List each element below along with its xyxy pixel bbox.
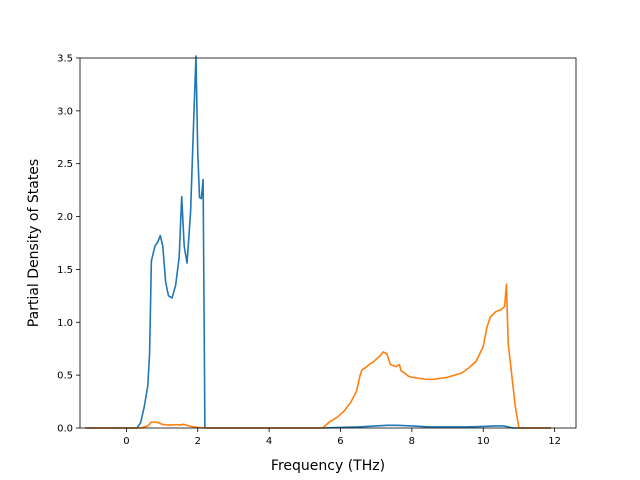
y-tick-label: 3.5 [57, 54, 73, 65]
axes-frame [79, 57, 577, 429]
x-tick-label: 4 [266, 436, 272, 447]
series-line-2 [85, 283, 552, 429]
y-tick-label: 2.5 [57, 159, 73, 170]
x-tick-label: 2 [195, 436, 201, 447]
series-line-1 [85, 55, 552, 429]
x-tick-label: 10 [477, 436, 490, 447]
x-axis-ticks: 0 2 4 6 8 10 12 [123, 428, 561, 447]
y-tick-label: 1.5 [57, 265, 73, 276]
y-tick-label: 1.0 [57, 318, 73, 329]
x-tick-label: 0 [123, 436, 129, 447]
y-axis-label: Partial Density of States [26, 159, 42, 327]
x-tick-label: 8 [409, 436, 415, 447]
y-axis-ticks: 0.0 0.5 1.0 1.5 2.0 2.5 3.0 3.5 [57, 54, 80, 435]
y-tick-label: 0.5 [57, 371, 73, 382]
x-tick-label: 6 [337, 436, 343, 447]
y-tick-label: 3.0 [57, 106, 73, 117]
y-tick-label: 2.0 [57, 212, 73, 223]
y-tick-label: 0.0 [57, 424, 73, 435]
x-axis-label: Frequency (THz) [271, 458, 385, 474]
plot-lines [85, 55, 552, 429]
x-tick-label: 12 [548, 436, 561, 447]
